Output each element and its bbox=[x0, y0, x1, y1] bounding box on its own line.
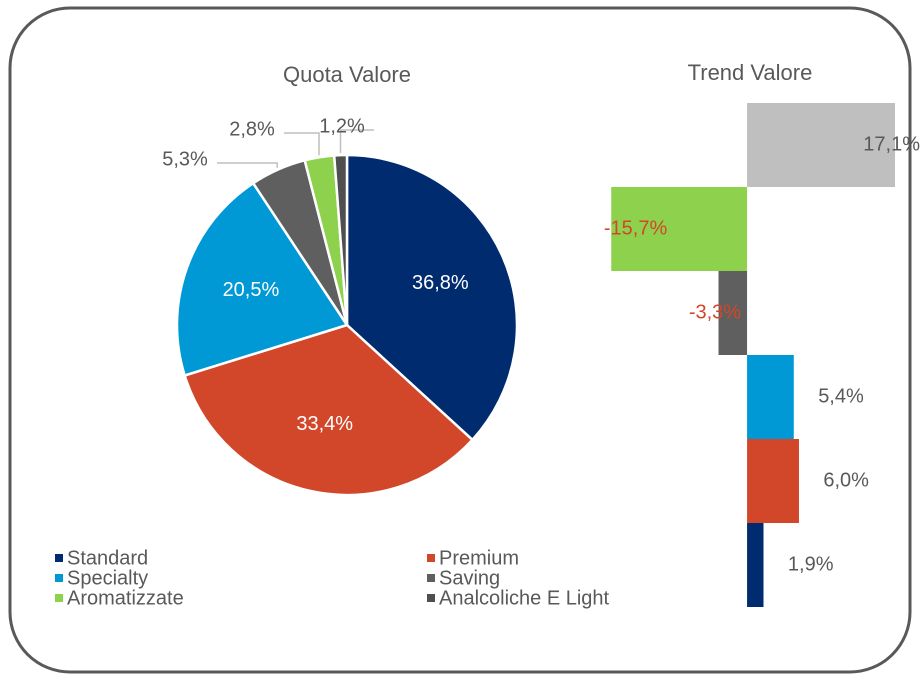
pie-title: Quota Valore bbox=[283, 62, 411, 87]
pie-slice bbox=[345, 153, 519, 442]
bar-label: 6,0% bbox=[823, 469, 869, 491]
legend-swatch bbox=[427, 594, 435, 602]
legend-swatch bbox=[55, 574, 63, 582]
bar bbox=[747, 523, 764, 607]
slice-label: 1,2% bbox=[319, 115, 365, 137]
bar-label: 5,4% bbox=[818, 385, 864, 407]
legend-label: Saving bbox=[439, 567, 500, 589]
pie-slice bbox=[332, 153, 349, 326]
leader-line bbox=[284, 132, 320, 156]
slice-label: 36,8% bbox=[412, 272, 469, 294]
bar bbox=[611, 187, 748, 271]
legend-label: Premium bbox=[439, 547, 519, 569]
legend-label: Aromatizzate bbox=[67, 587, 184, 609]
legend-label: Analcoliche E Light bbox=[439, 587, 610, 609]
bar bbox=[747, 103, 895, 187]
legend-label: Specialty bbox=[67, 567, 148, 589]
slice-label: 5,3% bbox=[162, 148, 208, 170]
slice-label: 33,4% bbox=[296, 413, 353, 435]
leader-line bbox=[217, 162, 278, 168]
slice-label: 20,5% bbox=[223, 279, 280, 301]
bar-label: -3,3% bbox=[689, 301, 741, 323]
legend-label: Standard bbox=[67, 547, 148, 569]
legend-swatch bbox=[427, 554, 435, 562]
bar bbox=[718, 271, 748, 355]
bar-title: Trend Valore bbox=[688, 60, 813, 85]
legend-swatch bbox=[55, 594, 63, 602]
slice-label: 2,8% bbox=[229, 118, 275, 140]
bar-label: 1,9% bbox=[788, 553, 834, 575]
pie-slice bbox=[175, 181, 349, 378]
leader-line bbox=[339, 129, 374, 154]
legend-swatch bbox=[427, 574, 435, 582]
legend-swatch bbox=[55, 554, 63, 562]
pie-slice bbox=[183, 323, 475, 497]
bar bbox=[747, 439, 799, 523]
bar-label: 17,1% bbox=[863, 133, 920, 155]
bar-label: -15,7% bbox=[604, 217, 668, 239]
bar bbox=[747, 355, 794, 439]
